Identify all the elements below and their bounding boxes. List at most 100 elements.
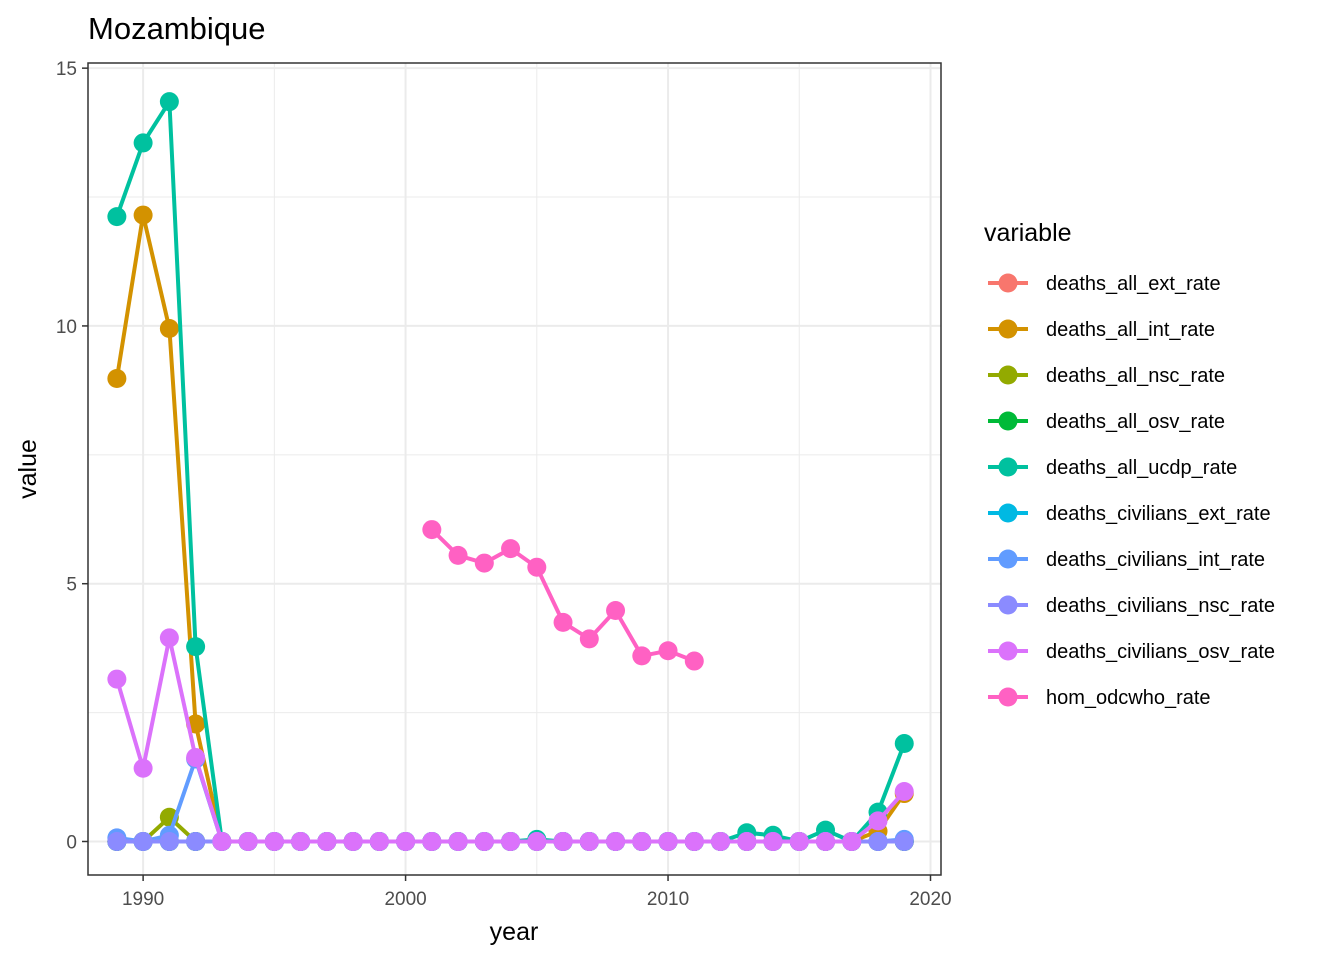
data-point [448,831,468,851]
x-tick-label: 1990 [122,889,164,910]
data-point [789,831,809,851]
data-point [396,831,416,851]
legend-item: deaths_all_nsc_rate [988,365,1225,387]
data-point [186,747,206,767]
plot-panel [88,63,941,875]
data-point [527,831,547,851]
data-point [474,553,494,573]
data-point [317,831,337,851]
data-point [894,831,914,851]
data-point [606,831,626,851]
x-tick-label: 2020 [909,889,951,910]
legend-key-point [998,319,1018,339]
y-tick-label: 10 [56,317,77,338]
data-point [658,641,678,661]
y-tick-label: 5 [66,575,77,596]
data-point [501,539,521,559]
data-point [343,831,363,851]
legend-label: deaths_all_ucdp_rate [1046,457,1237,479]
data-point [684,831,704,851]
data-point [186,831,206,851]
legend-key-point [998,273,1018,293]
y-tick-label: 0 [66,832,77,853]
legend-key-point [998,365,1018,385]
series-layer [107,92,914,851]
data-point [579,831,599,851]
data-point [159,319,179,339]
data-point [632,646,652,666]
data-point [422,831,442,851]
data-point [238,831,258,851]
data-point [474,831,494,851]
y-axis-title: value [14,439,42,499]
data-point [159,831,179,851]
x-tick-label: 2010 [647,889,689,910]
legend-key-point [998,503,1018,523]
legend-item: deaths_all_ucdp_rate [988,457,1237,479]
panel-border [87,62,942,876]
axes-layer: 1990 2000 2010 2020 0 5 10 15 [56,59,952,910]
data-point [369,831,389,851]
legend-label: deaths_civilians_int_rate [1046,549,1265,571]
data-point [711,831,731,851]
data-point [553,831,573,851]
legend-label: deaths_all_osv_rate [1046,411,1225,433]
legend-key-point [998,411,1018,431]
data-point [133,133,153,153]
data-point [868,811,888,831]
data-point [632,831,652,851]
legend-item: deaths_civilians_nsc_rate [988,595,1275,617]
data-point [684,651,704,671]
legend-label: deaths_civilians_ext_rate [1046,503,1271,525]
legend-item: deaths_all_osv_rate [988,411,1225,433]
legend-item: hom_odcwho_rate [988,687,1211,709]
legend-key-point [998,457,1018,477]
legend-item: deaths_civilians_ext_rate [988,503,1271,525]
legend-label: deaths_all_int_rate [1046,319,1215,341]
data-point [107,669,127,689]
chart-title: Mozambique [88,11,265,46]
data-point [212,831,232,851]
data-point [133,205,153,225]
data-point [816,831,836,851]
legend-label: deaths_civilians_osv_rate [1046,641,1275,663]
series-deaths_civilians_osv_rate [107,628,914,851]
legend-item: deaths_all_int_rate [988,319,1215,341]
data-point [133,831,153,851]
legend-key-point [998,595,1018,615]
data-point [107,831,127,851]
data-point [868,831,888,851]
legend-item: deaths_civilians_osv_rate [988,641,1275,663]
legend-item: deaths_civilians_int_rate [988,549,1265,571]
x-tick-label: 2000 [384,889,426,910]
legend-items: deaths_all_ext_rate deaths_all_int_ratede… [988,273,1275,709]
x-axis-title: year [490,918,539,946]
data-point [186,637,206,657]
data-point [553,612,573,632]
legend-key-point [998,549,1018,569]
data-point [894,734,914,754]
data-point [107,369,127,389]
data-point [579,629,599,649]
legend-label: deaths_all_nsc_rate [1046,365,1225,387]
legend-label: hom_odcwho_rate [1046,687,1211,709]
data-point [527,557,547,577]
data-point [264,831,284,851]
legend-key-point [998,687,1018,707]
data-point [159,92,179,112]
data-point [159,628,179,648]
data-point [291,831,311,851]
data-point [842,831,862,851]
data-point [501,831,521,851]
data-point [894,781,914,801]
data-point [606,601,626,621]
legend-label: deaths_civilians_nsc_rate [1046,595,1275,617]
series-hom_odcwho_rate [422,520,704,671]
panel-background [88,63,941,875]
legend-item: deaths_all_ext_rate [988,273,1221,295]
legend-label: deaths_all_ext_rate [1046,273,1221,295]
data-point [448,545,468,565]
y-tick-label: 15 [56,59,77,80]
